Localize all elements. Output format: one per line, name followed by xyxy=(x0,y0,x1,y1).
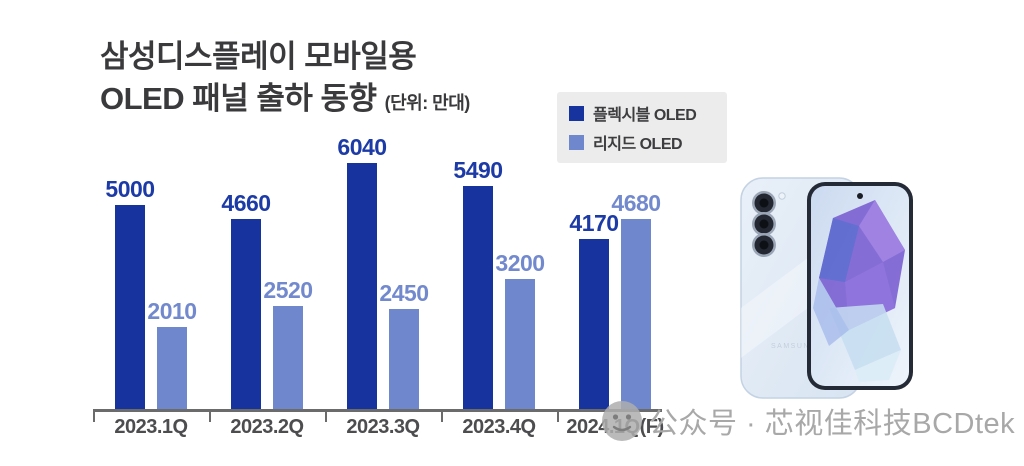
bar-flexible-2023.3Q xyxy=(347,163,377,409)
x-axis-label-2023.3Q: 2023.3Q xyxy=(346,416,420,438)
camera-lenses-icon xyxy=(752,191,786,257)
value-label-flexible-2024.1Q(F): 4170 xyxy=(569,210,619,236)
value-label-rigid-2023.4Q: 3200 xyxy=(495,250,545,276)
x-axis-label-2023.1Q: 2023.1Q xyxy=(114,416,188,438)
x-axis-label-2023.2Q: 2023.2Q xyxy=(230,416,304,438)
legend-swatch-rigid-icon xyxy=(569,134,584,150)
legend-swatch-flexible-icon xyxy=(569,105,584,121)
x-axis-tick xyxy=(325,409,327,422)
value-label-rigid-2023.2Q: 2520 xyxy=(263,277,313,303)
bar-flexible-2023.4Q xyxy=(463,186,493,409)
x-axis-tick xyxy=(557,409,559,422)
value-label-flexible-2023.1Q: 5000 xyxy=(105,176,155,202)
value-label-rigid-2024.1Q(F): 4680 xyxy=(611,190,661,216)
legend-label-rigid: 리지드 OLED xyxy=(593,136,683,153)
bar-flexible-2024.1Q(F) xyxy=(579,239,609,409)
x-axis-line xyxy=(93,409,662,412)
value-label-flexible-2023.4Q: 5490 xyxy=(453,157,503,183)
x-axis-tick xyxy=(93,409,95,422)
legend: 플렉시블 OLED 리지드 OLED xyxy=(557,92,727,163)
value-label-flexible-2023.3Q: 6040 xyxy=(337,134,387,160)
bar-rigid-2023.1Q xyxy=(157,327,187,409)
punch-hole-camera-icon xyxy=(857,193,863,199)
bar-rigid-2023.2Q xyxy=(273,306,303,409)
bar-rigid-2023.3Q xyxy=(389,309,419,409)
crystal-wallpaper xyxy=(813,200,905,382)
x-axis-label-2023.4Q: 2023.4Q xyxy=(462,416,536,438)
phone-front-view xyxy=(807,182,913,390)
phone-illustration-svg: SAMSUNG xyxy=(740,177,913,399)
bar-rigid-2024.1Q(F) xyxy=(621,219,651,409)
x-axis-tick xyxy=(441,409,443,422)
value-label-flexible-2023.2Q: 4660 xyxy=(221,190,271,216)
legend-label-flexible: 플렉시블 OLED xyxy=(593,107,697,124)
bar-flexible-2023.1Q xyxy=(115,205,145,409)
chart-title: 삼성디스플레이 모바일용 OLED 패널 출하 동향 (단위: 만대) xyxy=(100,36,470,124)
bar-flexible-2023.2Q xyxy=(231,219,261,409)
value-label-rigid-2023.3Q: 2450 xyxy=(379,280,429,306)
legend-item-rigid-oled: 리지드 OLED xyxy=(569,130,715,154)
samsung-brand-text: SAMSUNG xyxy=(771,343,817,350)
galaxy-phone-image: SAMSUNG xyxy=(733,158,935,406)
unit-note: (단위: 만대) xyxy=(384,93,471,113)
x-axis-tick xyxy=(209,409,211,422)
value-label-rigid-2023.1Q: 2010 xyxy=(147,298,197,324)
chart-title-line1: 삼성디스플레이 모바일용 xyxy=(100,39,417,74)
x-axis-label-2024.1Q(F): 2024.1Q(F) xyxy=(566,416,664,438)
bar-rigid-2023.4Q xyxy=(505,279,535,409)
chart-title-line2-text: OLED 패널 출하 동향 xyxy=(100,81,377,116)
chart-title-line2: OLED 패널 출하 동향 (단위: 만대) xyxy=(100,78,470,124)
legend-item-flexible-oled: 플렉시블 OLED xyxy=(569,101,715,125)
